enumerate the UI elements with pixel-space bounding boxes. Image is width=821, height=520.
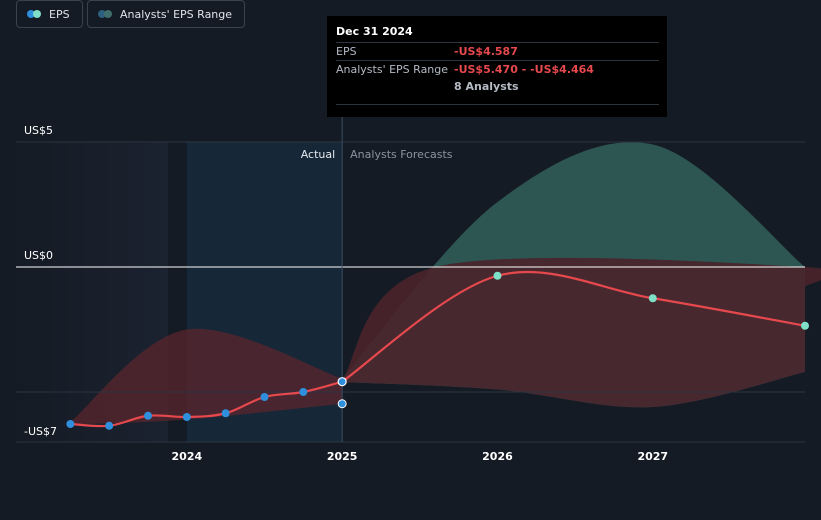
eps-actual-point <box>221 409 230 418</box>
tooltip-date: Dec 31 2024 <box>336 25 413 38</box>
tooltip-range-value: -US$5.470 - -US$4.464 <box>454 63 594 76</box>
eps-actual-point <box>66 420 75 428</box>
tooltip-eps-value: -US$4.587 <box>454 45 518 58</box>
x-tick-label: 2027 <box>637 450 668 463</box>
eps-legend-icon <box>27 10 41 18</box>
x-tick-label: 2025 <box>327 450 358 463</box>
tooltip-analysts: 8 Analysts <box>454 80 519 93</box>
eps-forecast-point <box>493 271 502 280</box>
x-tick-label: 2024 <box>172 450 203 463</box>
legend-eps[interactable]: EPS <box>16 0 83 28</box>
y-tick-label: US$0 <box>24 249 53 262</box>
forecast-eps-band <box>342 257 821 408</box>
forecast-label: Analysts Forecasts <box>350 148 453 161</box>
eps-actual-point <box>144 411 153 420</box>
eps-forecast-point <box>801 321 809 330</box>
legend-range[interactable]: Analysts' EPS Range <box>87 0 246 28</box>
legend-range-label: Analysts' EPS Range <box>120 7 233 21</box>
eps-forecast-point <box>648 294 657 303</box>
tooltip-eps-label: EPS <box>336 45 357 58</box>
eps-forecast-line <box>341 270 806 383</box>
tooltip-analysts-row: 8 Analysts <box>336 78 659 95</box>
eps-actual-point <box>182 413 191 421</box>
x-tick-label: 2026 <box>482 450 513 463</box>
eps-actual-point <box>260 393 269 401</box>
eps-actual-point <box>105 421 114 430</box>
tooltip-eps-row: EPS -US$4.587 <box>336 42 659 60</box>
tooltip: Dec 31 2024 EPS -US$4.587 Analysts' EPS … <box>327 16 667 117</box>
range-low-point <box>337 399 347 409</box>
y-tick-label: -US$7 <box>24 425 57 438</box>
range-legend-icon <box>98 10 112 18</box>
tooltip-range-row: Analysts' EPS Range -US$5.470 - -US$4.46… <box>336 60 659 78</box>
actual-range-band <box>70 328 343 425</box>
eps-current-point <box>337 377 347 387</box>
y-tick-label: US$5 <box>24 124 53 137</box>
actual-label: Actual <box>301 148 335 161</box>
legend-eps-label: EPS <box>49 7 70 21</box>
eps-actual-point <box>299 388 308 396</box>
tooltip-range-label: Analysts' EPS Range <box>336 63 449 76</box>
